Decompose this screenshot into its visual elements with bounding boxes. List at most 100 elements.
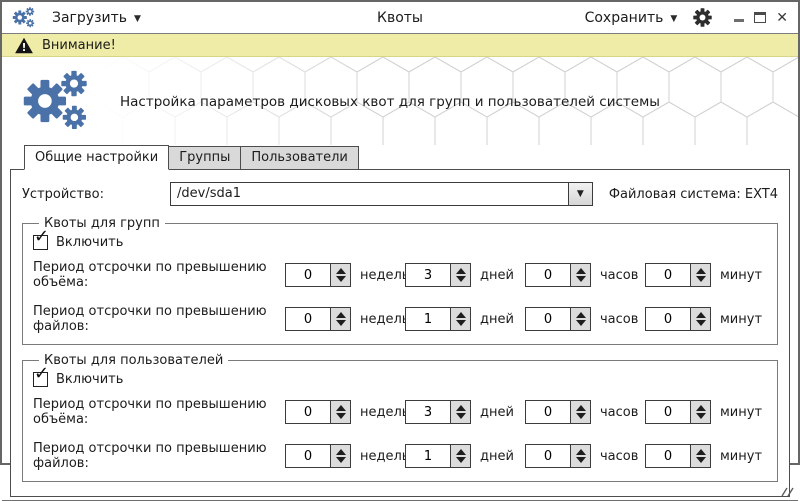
dropdown-button[interactable]: ▼ [568, 183, 592, 205]
group-files-minutes-spinner[interactable] [645, 307, 711, 331]
group-enable-checkbox[interactable]: ✓ [33, 235, 48, 250]
group-volume-hours-spinner[interactable] [525, 263, 591, 287]
tab-general-settings[interactable]: Общие настройки [24, 145, 169, 170]
spinner-value-input[interactable] [646, 401, 690, 423]
spinner-value-input[interactable] [646, 445, 690, 467]
spinner-value-input[interactable] [646, 264, 690, 286]
spinner-value-input[interactable] [286, 308, 330, 330]
spinner-up-icon[interactable] [696, 268, 706, 274]
spinner-buttons[interactable] [330, 401, 350, 423]
spinner-buttons[interactable] [330, 264, 350, 286]
user-volume-days-spinner[interactable] [405, 400, 471, 424]
spinner-up-icon[interactable] [456, 268, 466, 274]
group-files-weeks-spinner[interactable] [285, 307, 351, 331]
spinner-up-icon[interactable] [576, 405, 586, 411]
spinner-down-icon[interactable] [456, 457, 466, 463]
group-enable-row[interactable]: ✓ Включить [33, 235, 769, 250]
spinner-up-icon[interactable] [576, 312, 586, 318]
spinner-value-input[interactable] [406, 445, 450, 467]
spinner-value-input[interactable] [406, 264, 450, 286]
group-volume-days-spinner[interactable] [405, 263, 471, 287]
spinner-up-icon[interactable] [456, 449, 466, 455]
spinner-up-icon[interactable] [336, 405, 346, 411]
spinner-down-icon[interactable] [456, 320, 466, 326]
device-select[interactable]: /dev/sda1 ▼ [170, 182, 593, 206]
group-files-hours-spinner[interactable] [525, 307, 591, 331]
user-files-hours-spinner[interactable] [525, 444, 591, 468]
spinner-buttons[interactable] [450, 401, 470, 423]
user-volume-hours-spinner[interactable] [525, 400, 591, 424]
spinner-value-input[interactable] [646, 308, 690, 330]
spinner-down-icon[interactable] [576, 276, 586, 282]
spinner-up-icon[interactable] [336, 268, 346, 274]
spinner-down-icon[interactable] [696, 413, 706, 419]
spinner-buttons[interactable] [450, 264, 470, 286]
spinner-up-icon[interactable] [696, 405, 706, 411]
user-files-days-spinner[interactable] [405, 444, 471, 468]
user-files-weeks-spinner[interactable] [285, 444, 351, 468]
spinner-value-input[interactable] [406, 308, 450, 330]
spinner-buttons[interactable] [690, 401, 710, 423]
spinner-value-input[interactable] [406, 401, 450, 423]
tab-groups[interactable]: Группы [169, 146, 241, 169]
spinner-buttons[interactable] [570, 401, 590, 423]
spinner-down-icon[interactable] [456, 413, 466, 419]
spinner-down-icon[interactable] [576, 413, 586, 419]
spinner-value-input[interactable] [526, 445, 570, 467]
spinner-buttons[interactable] [570, 308, 590, 330]
settings-gear-icon[interactable] [693, 8, 712, 27]
spinner-up-icon[interactable] [336, 449, 346, 455]
spinner-down-icon[interactable] [336, 413, 346, 419]
spinner-down-icon[interactable] [696, 457, 706, 463]
general-settings-panel: Устройство: /dev/sda1 ▼ Файловая система… [10, 169, 790, 497]
spinner-up-icon[interactable] [336, 312, 346, 318]
spinner-buttons[interactable] [570, 445, 590, 467]
spinner-down-icon[interactable] [576, 320, 586, 326]
spinner-buttons[interactable] [690, 445, 710, 467]
user-enable-checkbox[interactable]: ✓ [33, 372, 48, 387]
spinner-down-icon[interactable] [576, 457, 586, 463]
load-menu-button[interactable]: Загрузить ▼ [52, 10, 141, 26]
group-volume-weeks-spinner[interactable] [285, 263, 351, 287]
spinner-value-input[interactable] [286, 264, 330, 286]
group-volume-minutes-spinner[interactable] [645, 263, 711, 287]
user-volume-minutes-spinner[interactable] [645, 400, 711, 424]
spinner-down-icon[interactable] [456, 276, 466, 282]
spinner-buttons[interactable] [450, 308, 470, 330]
spinner-up-icon[interactable] [576, 268, 586, 274]
maximize-icon[interactable] [754, 12, 766, 23]
spinner-value-input[interactable] [286, 445, 330, 467]
spinner-value-input[interactable] [526, 264, 570, 286]
tab-users[interactable]: Пользователи [241, 146, 359, 169]
user-files-minutes-spinner[interactable] [645, 444, 711, 468]
filesystem-value: EXT4 [745, 187, 778, 202]
user-enable-row[interactable]: ✓ Включить [33, 372, 769, 387]
spinner-up-icon[interactable] [456, 405, 466, 411]
user-quotas-legend: Квоты для пользователей [39, 353, 228, 368]
spinner-up-icon[interactable] [696, 449, 706, 455]
spinner-value-input[interactable] [526, 401, 570, 423]
spinner-buttons[interactable] [570, 264, 590, 286]
spinner-value-input[interactable] [286, 401, 330, 423]
spinner-down-icon[interactable] [696, 276, 706, 282]
resize-grip-icon[interactable] [780, 486, 794, 498]
spinner-down-icon[interactable] [696, 320, 706, 326]
spinner-value-input[interactable] [526, 308, 570, 330]
spinner-buttons[interactable] [450, 445, 470, 467]
close-icon[interactable]: ✕ [776, 11, 788, 25]
spinner-up-icon[interactable] [576, 449, 586, 455]
minimize-icon[interactable] [734, 19, 744, 22]
save-menu-button[interactable]: Сохранить ▼ [585, 10, 678, 26]
spinner-down-icon[interactable] [336, 457, 346, 463]
spinner-buttons[interactable] [330, 308, 350, 330]
spinner-buttons[interactable] [690, 308, 710, 330]
spinner-down-icon[interactable] [336, 276, 346, 282]
app-window: Загрузить ▼ Квоты Сохранить ▼ ✕ ! Вниман… [0, 0, 800, 465]
spinner-buttons[interactable] [690, 264, 710, 286]
spinner-buttons[interactable] [330, 445, 350, 467]
group-files-days-spinner[interactable] [405, 307, 471, 331]
spinner-down-icon[interactable] [336, 320, 346, 326]
spinner-up-icon[interactable] [696, 312, 706, 318]
spinner-up-icon[interactable] [456, 312, 466, 318]
user-volume-weeks-spinner[interactable] [285, 400, 351, 424]
